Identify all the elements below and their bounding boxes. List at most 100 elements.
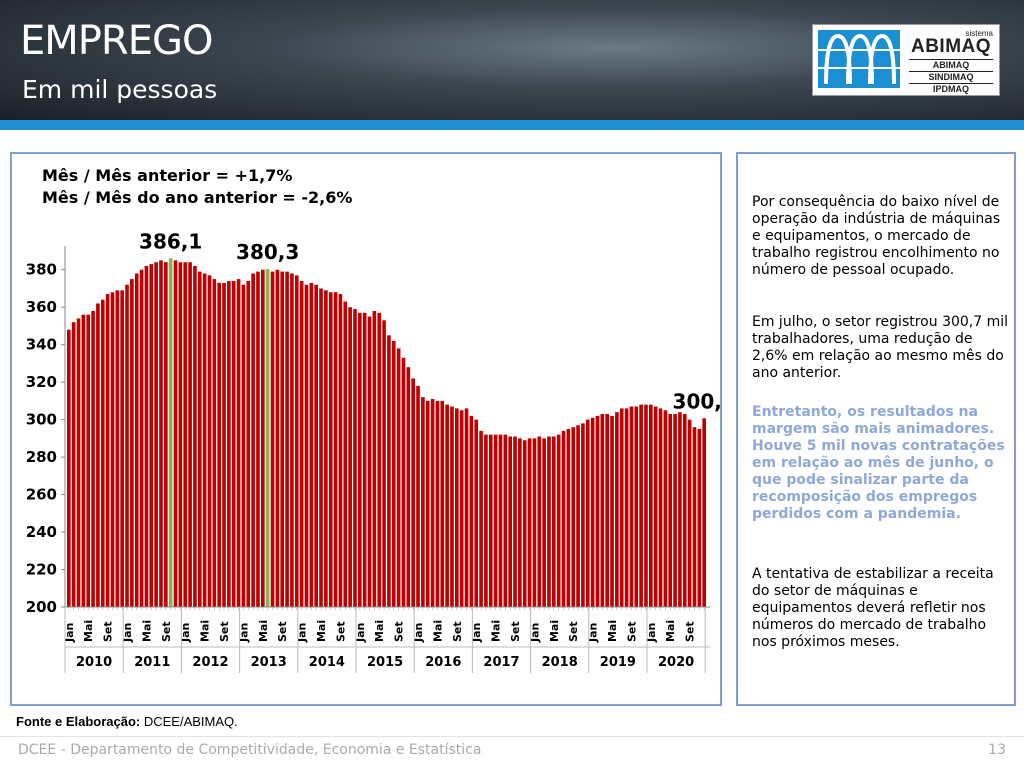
bar (125, 284, 129, 607)
bar (372, 310, 377, 607)
bar (202, 273, 207, 607)
bar (183, 262, 188, 607)
data-label: 386,1 (139, 229, 202, 253)
bar (464, 408, 469, 607)
bar (556, 434, 561, 607)
bar (241, 284, 246, 607)
bar (207, 275, 212, 607)
bar (178, 262, 183, 607)
x-month-label: Jan (528, 623, 541, 643)
bar (619, 408, 624, 607)
employment-bar-chart: 200 220 240 260 280 300 320 340 360 380 Jan Mai Set J… (26, 229, 720, 673)
bar (581, 423, 585, 607)
bar (610, 415, 614, 607)
bar (159, 260, 163, 607)
bar (76, 318, 81, 607)
bar (164, 262, 168, 607)
bar (629, 406, 634, 607)
bar (275, 269, 280, 607)
bar (280, 271, 285, 607)
x-month-label: Jan (237, 623, 250, 643)
footer-divider (0, 736, 1024, 737)
bar (343, 301, 348, 607)
bar (527, 438, 532, 607)
bar (561, 430, 566, 607)
bar (508, 436, 512, 607)
bar (421, 397, 425, 607)
bar (518, 438, 522, 607)
bar (644, 404, 648, 607)
bar (678, 412, 682, 607)
x-year-label: 2016 (425, 655, 461, 670)
x-month-label: Mai (82, 620, 95, 642)
y-tick-label: 340 (26, 336, 57, 354)
bar (513, 436, 517, 607)
bar (261, 269, 265, 607)
x-year-label: 2011 (134, 655, 170, 670)
bar (396, 348, 401, 607)
logo-sistema-text: sistema (965, 29, 993, 38)
bar (197, 271, 202, 607)
x-month-label: Set (218, 621, 231, 642)
bar (687, 419, 692, 607)
x-month-label: Set (567, 621, 580, 642)
commentary-paragraph-2: Em julho, o setor registrou 300,7 mil tr… (752, 314, 1009, 381)
data-label: 380,3 (236, 240, 299, 264)
source-label: Fonte e Elaboração: (16, 714, 141, 729)
bar (435, 400, 440, 607)
bar (100, 299, 105, 607)
page-title: EMPREGO (20, 18, 213, 64)
x-month-label: Set (393, 621, 406, 642)
bar (139, 269, 144, 607)
x-month-label: Jan (645, 623, 658, 643)
bar (406, 367, 411, 607)
commentary-paragraph-4: A tentativa de estabilizar a receita do … (752, 566, 994, 650)
bar (236, 279, 241, 607)
bar (532, 438, 537, 607)
footer-department: DCEE - Departamento de Competitividade, … (18, 742, 482, 758)
bar (503, 434, 508, 607)
x-month-label: Mai (606, 620, 619, 642)
x-month-label: Jan (63, 623, 76, 643)
bar (571, 427, 576, 607)
bar (634, 406, 639, 607)
x-month-label: Mai (373, 620, 386, 642)
x-year-label: 2014 (309, 655, 345, 670)
bar (702, 418, 706, 607)
bar (474, 419, 479, 607)
bar (173, 260, 178, 607)
bar (658, 408, 663, 607)
bar (134, 273, 139, 607)
source-note: Fonte e Elaboração: DCEE/ABIMAQ. (16, 714, 238, 729)
stat-year-over-year: Mês / Mês do ano anterior = -2,6% (42, 188, 353, 207)
bar (168, 258, 173, 607)
bar (324, 290, 328, 607)
x-month-label: Mai (140, 620, 153, 642)
bar (251, 273, 255, 607)
bar (595, 415, 600, 607)
y-tick-label: 240 (26, 523, 57, 541)
x-month-label: Mai (664, 620, 677, 642)
bar (115, 290, 120, 607)
bar (333, 292, 338, 607)
bar (425, 400, 430, 607)
bar (256, 271, 260, 607)
logo-line-ipdmaq: IPDMAQ (909, 83, 993, 94)
bar (96, 303, 100, 607)
x-month-label: Jan (587, 623, 600, 643)
x-year-label: 2019 (600, 655, 636, 670)
bar (86, 314, 91, 607)
bar (411, 378, 415, 607)
x-month-label: Mai (199, 620, 212, 642)
y-tick-label: 360 (26, 298, 57, 316)
y-tick-label: 300 (26, 411, 57, 429)
bar (149, 264, 154, 607)
commentary-panel: Por consequência do baixo nível de opera… (736, 152, 1016, 706)
bar (265, 269, 270, 607)
bar (246, 280, 251, 607)
bar (319, 288, 323, 607)
bar (624, 408, 629, 607)
x-month-label: Jan (470, 623, 483, 643)
y-tick-label: 320 (26, 373, 57, 391)
x-month-label: Mai (257, 620, 270, 642)
